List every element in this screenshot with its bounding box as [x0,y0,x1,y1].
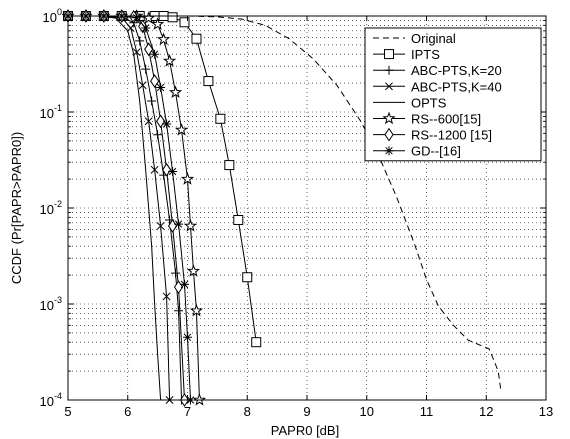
legend-label: ABC-PTS,K=20 [411,63,502,78]
legend-item: ABC-PTS,K=20 [373,63,502,78]
data-point-marker [132,48,141,57]
data-point-marker [173,280,184,294]
legend-box [364,27,542,162]
data-point-marker [144,42,154,57]
data-point-marker [180,279,190,289]
data-point-marker [186,264,201,277]
y-tick-label: 10-4 [40,391,62,409]
x-axis-label: PAPR0 [dB] [271,423,339,438]
data-point-marker [179,17,190,28]
legend-label: GD--[16] [411,144,461,159]
y-tick-label: 10-1 [40,103,62,121]
legend-marker [385,82,393,91]
data-point-marker [171,268,181,278]
data-point-marker [162,119,172,129]
data-point-marker [126,24,135,32]
legend-item: OPTS [373,95,447,110]
data-point-marker [183,219,198,232]
data-point-marker [156,114,166,129]
data-point-marker [192,393,207,406]
data-point-marker [141,23,151,33]
grid [68,16,546,400]
legend-label: ABC-PTS,K=40 [411,79,502,94]
legend-item: GD--[16] [373,144,461,159]
legend-item: Original [373,31,456,46]
data-point-marker [215,113,226,124]
ticks-layer: 5 6 7 8 9 10 11 12 13 100 10-1 10-2 10-3 10-4 [40,7,554,419]
y-tick-label: 10-2 [40,199,62,217]
data-point-marker [174,306,184,316]
data-point-marker [203,76,214,87]
y-tick-label: 100 [43,7,62,25]
legend-marker [384,65,394,75]
legend-marker [384,49,394,60]
data-point-marker [162,292,171,301]
legend-label: RS--600[15] [411,112,481,127]
data-point-marker [251,337,262,348]
data-point-marker [156,222,165,230]
data-point-marker [161,162,172,177]
x-tick-label: 11 [420,404,434,419]
series-4 [68,15,162,401]
y-tick-label: 10-3 [40,295,62,313]
legend-label: RS--1200 [15] [411,128,492,143]
legend-label: IPTS [411,47,440,62]
data-point-marker [224,160,235,171]
data-point-marker [242,272,253,283]
data-point-marker [183,332,192,342]
data-point-marker [138,81,147,90]
x-tick-label: 8 [244,404,251,419]
legend-label: OPTS [411,95,447,110]
x-tick-label: 9 [303,404,310,419]
data-point-marker [156,82,166,92]
legend-marker [384,127,394,142]
data-point-marker [141,64,151,74]
data-point-marker [144,117,153,126]
data-point-marker [174,219,184,229]
data-point-marker [147,96,157,106]
data-point-marker [135,36,145,46]
data-point-marker [157,32,171,46]
data-point-marker [162,54,177,67]
x-tick-label: 10 [360,404,374,419]
data-point-marker [150,74,160,88]
x-tick-label: 7 [184,404,191,419]
data-point-marker [151,17,165,30]
data-point-marker [168,167,178,176]
x-tick-label: 13 [539,404,553,419]
data-point-marker [168,85,183,99]
data-point-marker [191,33,202,44]
data-point-marker [233,214,244,225]
legend-marker [384,146,394,156]
legend-marker [382,111,396,125]
data-point-marker [174,123,189,136]
data-point-marker [180,172,195,185]
legend-item: RS--600[15] [373,112,481,127]
data-point-marker [189,303,204,317]
data-point-marker [150,49,160,59]
x-tick-label: 5 [64,404,71,419]
y-axis-label: CCDF (Pr[PAPR>PAPR0]) [9,132,24,284]
data-point-marker [150,165,159,174]
legend-item: ABC-PTS,K=40 [373,79,502,94]
x-tick-label: 12 [479,404,493,419]
data-point-marker [167,12,178,23]
data-point-marker [153,130,163,140]
data-point-marker [132,13,142,23]
x-tick-label: 6 [124,404,131,419]
legend-label: Original [411,31,456,46]
legend: OriginalIPTSABC-PTS,K=20ABC-PTS,K=40OPTS… [364,27,542,162]
legend-item: IPTS [373,47,440,62]
legend-item: RS--1200 [15] [373,128,492,143]
series-line [68,15,162,401]
